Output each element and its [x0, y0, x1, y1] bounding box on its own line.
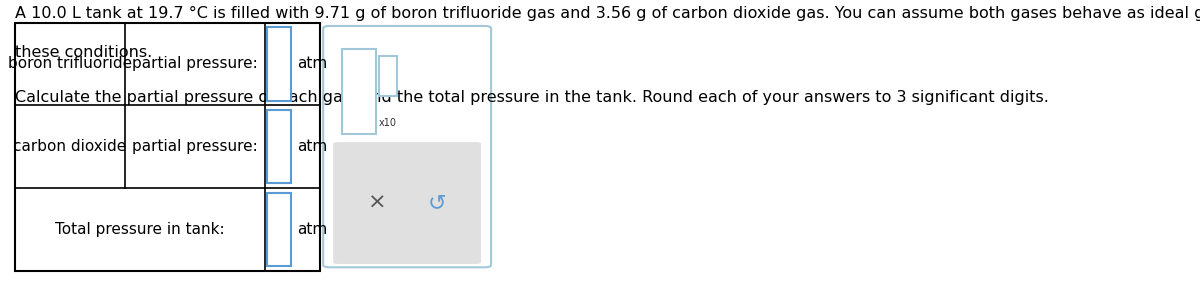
FancyBboxPatch shape	[334, 142, 481, 264]
FancyBboxPatch shape	[268, 110, 290, 183]
Text: Calculate the partial pressure of each gas, and the total pressure in the tank. : Calculate the partial pressure of each g…	[16, 90, 1049, 105]
Text: ×: ×	[367, 193, 386, 213]
Text: ↺: ↺	[428, 193, 446, 213]
FancyBboxPatch shape	[379, 56, 397, 96]
FancyBboxPatch shape	[268, 193, 290, 266]
Text: x10: x10	[379, 118, 397, 128]
Text: these conditions.: these conditions.	[16, 45, 152, 60]
Text: atm: atm	[298, 139, 328, 154]
Text: atm: atm	[298, 56, 328, 71]
Text: partial pressure:: partial pressure:	[132, 139, 258, 154]
Text: boron trifluoride: boron trifluoride	[8, 56, 132, 71]
Bar	[16, 23, 320, 271]
Text: A 10.0 L tank at 19.7 °C is filled with 9.71 g of boron trifluoride gas and 3.56: A 10.0 L tank at 19.7 °C is filled with …	[16, 6, 1200, 21]
Text: atm: atm	[298, 222, 328, 237]
FancyBboxPatch shape	[323, 26, 491, 267]
FancyBboxPatch shape	[342, 49, 376, 134]
FancyBboxPatch shape	[268, 27, 290, 101]
Text: carbon dioxide: carbon dioxide	[13, 139, 126, 154]
Text: Total pressure in tank:: Total pressure in tank:	[55, 222, 224, 237]
Text: partial pressure:: partial pressure:	[132, 56, 258, 71]
